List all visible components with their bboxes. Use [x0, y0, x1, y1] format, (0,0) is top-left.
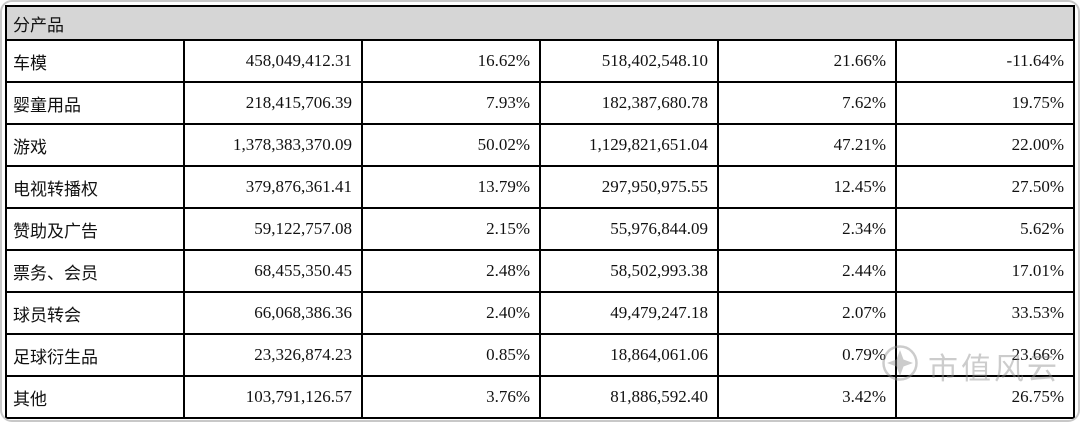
pct-prior-cell: 0.79% — [717, 333, 897, 377]
yoy-growth-cell: 33.53% — [895, 291, 1075, 335]
pct-current-cell: 2.48% — [361, 249, 541, 293]
pct-prior-cell: 2.34% — [717, 207, 897, 251]
table-row: 赞助及广告 59,122,757.08 2.15% 55,976,844.09 … — [5, 207, 1075, 251]
amount-prior-cell: 297,950,975.55 — [539, 165, 719, 209]
amount-prior-cell: 81,886,592.40 — [539, 375, 719, 419]
product-name-cell: 婴童用品 — [5, 81, 185, 125]
pct-prior-cell: 2.44% — [717, 249, 897, 293]
yoy-growth-cell: 22.00% — [895, 123, 1075, 167]
product-name-cell: 游戏 — [5, 123, 185, 167]
table-row: 婴童用品 218,415,706.39 7.93% 182,387,680.78… — [5, 81, 1075, 125]
amount-current-cell: 1,378,383,370.09 — [183, 123, 363, 167]
table-row: 游戏 1,378,383,370.09 50.02% 1,129,821,651… — [5, 123, 1075, 167]
amount-current-cell: 23,326,874.23 — [183, 333, 363, 377]
product-name-cell: 电视转播权 — [5, 165, 185, 209]
product-name-cell: 球员转会 — [5, 291, 185, 335]
pct-prior-cell: 3.42% — [717, 375, 897, 419]
pct-current-cell: 7.93% — [361, 81, 541, 125]
table-row: 其他 103,791,126.57 3.76% 81,886,592.40 3.… — [5, 375, 1075, 419]
product-name-cell: 其他 — [5, 375, 185, 419]
pct-prior-cell: 47.21% — [717, 123, 897, 167]
amount-current-cell: 59,122,757.08 — [183, 207, 363, 251]
product-name-cell: 票务、会员 — [5, 249, 185, 293]
table-section-header: 分产品 — [5, 5, 1075, 41]
amount-current-cell: 379,876,361.41 — [183, 165, 363, 209]
amount-prior-cell: 1,129,821,651.04 — [539, 123, 719, 167]
amount-prior-cell: 58,502,993.38 — [539, 249, 719, 293]
yoy-growth-cell: 5.62% — [895, 207, 1075, 251]
table-row: 足球衍生品 23,326,874.23 0.85% 18,864,061.06 … — [5, 333, 1075, 377]
yoy-growth-cell: -11.64% — [895, 39, 1075, 83]
table-row: 电视转播权 379,876,361.41 13.79% 297,950,975.… — [5, 165, 1075, 209]
yoy-growth-cell: 19.75% — [895, 81, 1075, 125]
amount-prior-cell: 518,402,548.10 — [539, 39, 719, 83]
pct-prior-cell: 21.66% — [717, 39, 897, 83]
amount-current-cell: 68,455,350.45 — [183, 249, 363, 293]
yoy-growth-cell: 26.75% — [895, 375, 1075, 419]
yoy-growth-cell: 27.50% — [895, 165, 1075, 209]
pct-current-cell: 2.15% — [361, 207, 541, 251]
table-row: 分产品 — [5, 5, 1075, 41]
product-name-cell: 足球衍生品 — [5, 333, 185, 377]
pct-current-cell: 13.79% — [361, 165, 541, 209]
pct-prior-cell: 7.62% — [717, 81, 897, 125]
amount-current-cell: 458,049,412.31 — [183, 39, 363, 83]
amount-current-cell: 218,415,706.39 — [183, 81, 363, 125]
amount-prior-cell: 55,976,844.09 — [539, 207, 719, 251]
product-name-cell: 赞助及广告 — [5, 207, 185, 251]
amount-prior-cell: 49,479,247.18 — [539, 291, 719, 335]
product-breakdown-table: 分产品 车模 458,049,412.31 16.62% 518,402,548… — [5, 5, 1075, 419]
pct-prior-cell: 12.45% — [717, 165, 897, 209]
table-row: 球员转会 66,068,386.36 2.40% 49,479,247.18 2… — [5, 291, 1075, 335]
table-row: 票务、会员 68,455,350.45 2.48% 58,502,993.38 … — [5, 249, 1075, 293]
amount-current-cell: 66,068,386.36 — [183, 291, 363, 335]
pct-current-cell: 2.40% — [361, 291, 541, 335]
amount-prior-cell: 18,864,061.06 — [539, 333, 719, 377]
table-row: 车模 458,049,412.31 16.62% 518,402,548.10 … — [5, 39, 1075, 83]
amount-current-cell: 103,791,126.57 — [183, 375, 363, 419]
pct-current-cell: 50.02% — [361, 123, 541, 167]
pct-current-cell: 16.62% — [361, 39, 541, 83]
yoy-growth-cell: 17.01% — [895, 249, 1075, 293]
pct-current-cell: 3.76% — [361, 375, 541, 419]
yoy-growth-cell: 23.66% — [895, 333, 1075, 377]
amount-prior-cell: 182,387,680.78 — [539, 81, 719, 125]
pct-current-cell: 0.85% — [361, 333, 541, 377]
pct-prior-cell: 2.07% — [717, 291, 897, 335]
product-name-cell: 车模 — [5, 39, 185, 83]
